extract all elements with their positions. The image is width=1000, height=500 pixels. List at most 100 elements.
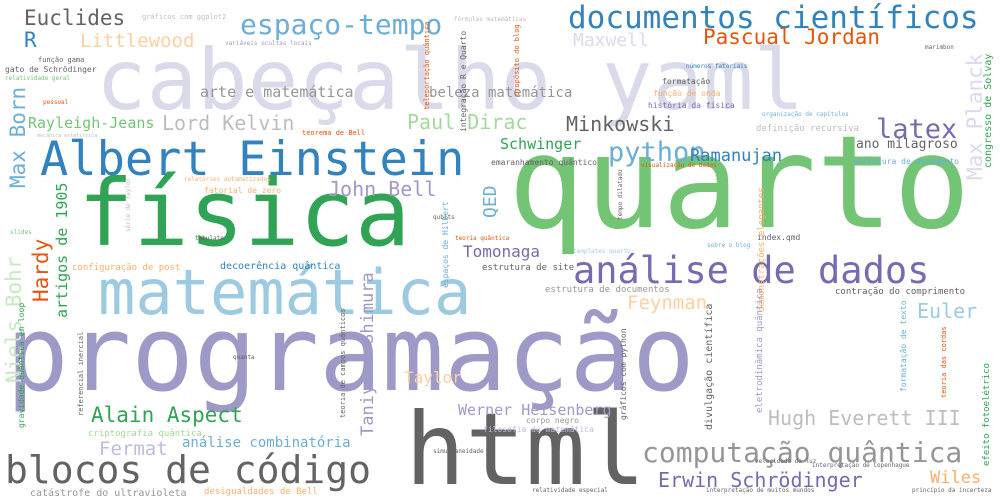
word-funcao-gama: função gama: [38, 56, 85, 64]
word-feynman: Feynman: [627, 292, 708, 314]
word-mecanica-estatistica: mecânica estatística: [37, 133, 98, 139]
word-documentos-cientificos: documentos científicos: [568, 0, 979, 36]
word-gravidade-quantica-em-loop: gravidade quântica em loop: [17, 302, 26, 428]
word-teleportacao-quantica: teleportação quântica: [423, 21, 431, 110]
word-templates-quarto: templates quarto: [573, 248, 631, 255]
word-marimbon: marimbon: [925, 44, 954, 51]
word-pascual-jordan: Pascual Jordan: [703, 25, 881, 49]
word-werner-heisenberg: Werner Heisenberg: [458, 401, 612, 419]
word-qed: QED: [480, 185, 501, 218]
word-desigualdades-de-bell: desigualdades de Bell: [204, 487, 318, 497]
word-analise-combinatoria: análise combinatória: [182, 435, 351, 451]
word-analise-de-dados: análise de dados: [573, 249, 930, 292]
word-teoria-quantica: teoria quântica: [455, 235, 510, 242]
word-index-qmd: index.qmd: [757, 233, 801, 242]
word-filosofia-da-matematica: filosofia da matemática: [483, 425, 594, 434]
word-decoerencia-quantica: decoerência quântica: [220, 261, 341, 272]
word-estrutura-de-documento: estrutura de documento: [853, 157, 959, 166]
word-cabecalho-yaml: cabeçalho yaml: [96, 31, 805, 129]
word-qubits: qubits: [433, 214, 455, 221]
word-html: html: [405, 391, 646, 500]
word-blocos-de-codigo: blocos de código: [5, 448, 372, 492]
word-arte-e-matematica: arte e matemática: [200, 83, 354, 101]
word-fatorial-de-zero: fatorial de zero: [204, 186, 282, 195]
word-tabulate: tabulate: [195, 235, 224, 242]
word-configuracao-de-post: configuração de post: [72, 263, 181, 273]
word-espaco-tempo: espaço-tempo: [240, 8, 443, 41]
word-divulgacao-cientifica: divulgação científica: [704, 303, 715, 430]
word-historia-da-fisica: história da física: [648, 101, 735, 110]
word-teoria-de-campos-quanticos: teoria de campos quânticos: [339, 308, 347, 418]
word-albert-einstein: Albert Einstein: [40, 132, 465, 187]
word-computacao-quantica: computação quântica: [642, 436, 963, 469]
word-interpretacao-de-muitos-mundos: interpretação de muitos mundos: [706, 487, 815, 494]
word-criptografia-quantica: criptografia quântica: [88, 429, 202, 439]
word-integracao-r-e-quarto: integração R e Quarto: [459, 30, 468, 132]
word-euclides: Euclides: [24, 6, 126, 30]
word-python: python: [608, 137, 706, 168]
word-relatividade-geral: relatividade geral: [5, 75, 71, 82]
word-interpretacao-de-copenhague: interpretação de Copenhague: [812, 462, 910, 469]
word-emaranhamento-quantico: emaranhamento quântico: [491, 158, 597, 167]
word-littlewood: Littlewood: [80, 30, 195, 52]
word-wiles: Wiles: [930, 468, 982, 488]
word-estrutura-de-documentos: estrutura de documentos: [545, 285, 670, 295]
word-tempo-dilatado: tempo dilatado: [617, 169, 624, 220]
word-taniyama-shimura: Taniyama-Shimura: [358, 272, 378, 436]
word-ano-milagroso: ano milagroso: [856, 137, 958, 152]
word-programacao: programação: [6, 293, 695, 415]
word-efeito-fotoeletrico: efeito fotoelétrico: [982, 363, 992, 466]
word-euler: Euler: [917, 299, 978, 323]
word-serie-de-taylor: série de Taylor: [125, 177, 132, 232]
word-formatacao-de-texto: formatação de texto: [899, 300, 908, 392]
word-quanta: quanta: [233, 354, 255, 361]
word-numeros-fatoriais: números fatoriais: [686, 63, 748, 70]
word-max-born: Max Born: [6, 86, 30, 188]
word-slides: slides: [10, 229, 32, 236]
word-fisica: física: [78, 160, 411, 267]
word-alain-aspect: Alain Aspect: [91, 403, 243, 427]
word-funcao-de-onda: função de onda: [653, 89, 721, 98]
word-john-bell: John Bell: [328, 177, 437, 201]
word-espacos-de-hilbert: espaços de Hilbert: [441, 201, 450, 288]
word-visualizacao-de-dados: visualização de dados: [641, 162, 717, 169]
word-relatorios-automatizados: relatórios automatizados: [184, 176, 271, 183]
word-proposito-do-blog: propósito do blog: [513, 24, 521, 96]
word-hardy: Hardy: [29, 238, 53, 302]
word-gato-de-schrodinger: gato de Schrödinger: [5, 65, 97, 74]
word-velocidade-da-luz: velocidade da luz: [755, 458, 817, 465]
word-ramanujan: Ramanujan: [690, 146, 783, 166]
word-teoria-das-cordas: teoria das cordas: [940, 326, 948, 398]
word-maxwell: Maxwell: [573, 30, 649, 51]
word-schwinger: Schwinger: [500, 135, 582, 153]
word-minkowski: Minkowski: [566, 112, 675, 136]
word-pessoal: pessoal: [43, 99, 69, 106]
word-beleza-matematica: beleza matemática: [429, 85, 573, 101]
word-r: R: [24, 28, 37, 52]
word-sobre-o-blog: sobre o blog: [707, 242, 751, 249]
word-formulas-matematicas: fórmulas matemáticas: [454, 16, 527, 23]
word-hugh-everett: Hugh Everett III: [768, 406, 961, 430]
word-catastrofe-do-ultravioleta: catástrofe do ultravioleta: [30, 488, 187, 499]
word-fermat: Fermat: [99, 438, 168, 460]
word-definicao-recursiva: definição recursiva: [756, 124, 859, 134]
word-graficos-com-ggplot2: gráficos com ggplot2: [142, 13, 227, 21]
word-simultaneidade: simultaneidade: [433, 448, 484, 455]
word-tomonaga: Tomonaga: [463, 242, 541, 261]
word-rayleigh-jeans: Rayleigh-Jeans: [28, 114, 155, 132]
word-organizacao-de-capitulos: organização de capítulos: [762, 111, 849, 118]
word-quarto: quarto: [508, 109, 971, 258]
word-erwin-schrodinger: Erwin Schrödinger: [658, 468, 863, 492]
word-congresso-de-solvay: congresso de Solvay: [983, 53, 994, 168]
word-matematica: matemática: [98, 256, 472, 329]
word-variaveis-ocultas-locais: variáveis ocultas locais: [225, 40, 312, 47]
word-estrutura-de-site: estrutura de site: [482, 263, 575, 273]
word-taylor: Taylor: [404, 368, 462, 387]
word-principio-da-incerteza: princípio da incerteza: [912, 487, 992, 494]
word-corpo-negro: corpo negro: [526, 416, 579, 425]
word-latex: latex: [876, 114, 958, 145]
word-relatividade-especial: relatividade especial: [532, 487, 608, 494]
word-formatacao: formatação: [662, 77, 711, 86]
word-teorema-de-bell: teorema de Bell: [302, 129, 366, 137]
word-contracao-do-comprimento: contração do comprimento: [835, 287, 966, 297]
